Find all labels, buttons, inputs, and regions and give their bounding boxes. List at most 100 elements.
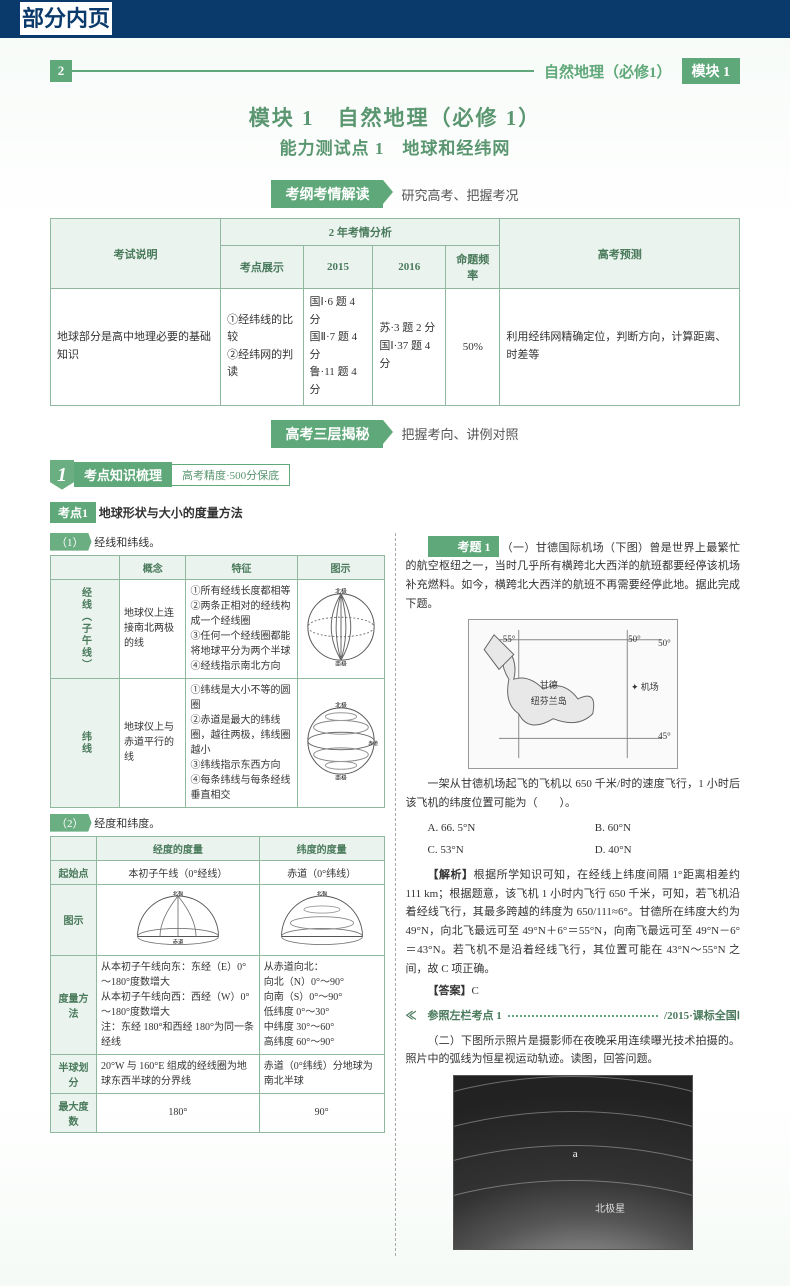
svg-text:北极: 北极 — [335, 702, 347, 709]
th-kd: 考点展示 — [221, 246, 303, 289]
svg-text:赤道: 赤道 — [368, 740, 378, 747]
globe-parallel-fig: 北极南极 赤道 — [297, 678, 384, 807]
table-row: 图示 北极赤道 北极 — [51, 884, 385, 955]
reference-bar: ≪ 参照左栏考点 1 /2015·课标全国Ⅰ — [406, 1007, 741, 1026]
th-forecast: 高考预测 — [500, 219, 740, 289]
step1: （1） — [50, 533, 92, 551]
banner-title: 部分内页 — [20, 2, 112, 35]
th-2016: 2016 — [373, 246, 446, 289]
rh-fig: 图示 — [51, 884, 97, 955]
map-lng-r: 50° — [628, 632, 641, 647]
step2-t: 经度和纬度。 — [94, 818, 160, 830]
step2: （2） — [50, 814, 92, 832]
section2-sub: 把握考向、讲例对照 — [401, 424, 518, 443]
th-feature: 特征 — [186, 555, 297, 579]
rh-hemi: 半球划分 — [51, 1054, 97, 1093]
table-row: 半球划分 20°W 与 160°E 组成的经线圈为地球东西半球的分界线 赤道（0… — [51, 1054, 385, 1093]
td-feat1: ①所有经线长度都相等 ②两条正相对的经线构成一个经线圈 ③任何一个经线圈都能将地… — [186, 579, 297, 678]
table-row: 最大度数 180° 90° — [51, 1093, 385, 1132]
td-hemi-lat: 赤道（0°纬线）分地球为南北半球 — [259, 1054, 384, 1093]
ex1-part2: （二）下图所示照片是摄影师在夜晚采用连续曝光技术拍摄的。照片中的弧线为恒星视运动… — [406, 1032, 741, 1069]
step1-t: 经线和纬线。 — [94, 537, 160, 549]
map-lng-l: 55° — [503, 632, 516, 647]
table-row: 度量方法 从本初子午线向东：东经（E）0°～180°度数增大 从本初子午线向西：… — [51, 955, 385, 1054]
flag-num: 1 — [50, 460, 74, 490]
td-feat2: ①纬线是大小不等的圆圈 ②赤道是最大的纬线圈，越往两极，纬线圈越小 ③纬线指示东… — [186, 678, 297, 807]
page-number: 2 — [50, 60, 72, 82]
rh-max: 最大度数 — [51, 1093, 97, 1132]
td-method-lat: 从赤道向北： 向北（N）0°～90° 向南（S）0°～90° 低纬度 0°～30… — [259, 955, 384, 1054]
svg-text:南极: 南极 — [335, 660, 347, 666]
table-row: 地球部分是高中地理必要的基础知识 ①经纬线的比较 ②经纬网的判读 国Ⅰ·6 题 … — [51, 289, 740, 406]
map-figure: 55° 50° 50° 45° 甘德 纽芬兰岛 ✦ 机场 — [468, 619, 678, 769]
td-desc: 地球部分是高中地理必要的基础知识 — [51, 289, 221, 406]
ana-head: 【解析】 — [428, 869, 474, 881]
th-freq: 命题频率 — [446, 246, 500, 289]
svg-text:北极: 北极 — [172, 891, 183, 897]
ans-head: 【答案】 — [428, 985, 472, 997]
main-title: 模块 1 自然地理（必修 1） — [50, 102, 740, 132]
th-lng: 经度的度量 — [97, 836, 260, 860]
header-module: 模块 1 — [682, 58, 741, 84]
th-fig: 图示 — [297, 555, 384, 579]
map-airport: ✦ 机场 — [631, 680, 659, 695]
td-start-lng: 本初子午线（0°经线） — [97, 860, 260, 884]
td-freq: 50% — [446, 289, 500, 406]
flag-bar: 1 考点知识梳理 高考精度·500分保底 — [50, 460, 740, 490]
opt-c: C. 53°N — [406, 839, 573, 862]
globe-meridian-fig: 北极南极 — [297, 579, 384, 678]
svg-text:赤道: 赤道 — [172, 937, 183, 945]
section1-pill: 考纲考情解读 — [271, 180, 383, 208]
section2-pill: 高考三层揭秘 — [271, 420, 383, 448]
td-concept2: 地球仪上与赤道平行的线 — [120, 678, 186, 807]
table-row: 起始点 本初子午线（0°经线） 赤道（0°纬线） — [51, 860, 385, 884]
ex1-question: 一架从甘德机场起飞的飞机以 650 千米/时的速度飞行，1 小时后该飞机的纬度位… — [406, 775, 741, 812]
flag-text: 考点知识梳理 — [74, 462, 172, 487]
side-meridian: 经线（子午线） — [51, 579, 120, 678]
th-exam-desc: 考试说明 — [51, 219, 221, 289]
td-max-lat: 90° — [259, 1093, 384, 1132]
ref-right: /2015·课标全国Ⅰ — [664, 1007, 740, 1026]
ana-text: 根据所学知识可知，在经线上纬度间隔 1°距离相差约 111 km；根据题意，该飞… — [406, 869, 741, 974]
rh-start: 起始点 — [51, 860, 97, 884]
ref-dots — [508, 1015, 658, 1017]
lng-lat-table: 经度的度量 纬度的度量 起始点 本初子午线（0°经线） 赤道（0°纬线） 图示 … — [50, 836, 385, 1133]
polaris-label: 北极星 — [595, 1201, 625, 1218]
td-concept1: 地球仪上连接南北两极的线 — [120, 579, 186, 678]
td-hemi-lng: 20°W 与 160°E 组成的经线圈为地球东西半球的分界线 — [97, 1054, 260, 1093]
th-concept: 概念 — [120, 555, 186, 579]
page-content: 2 自然地理（必修1） 模块 1 模块 1 自然地理（必修 1） 能力测试点 1… — [0, 38, 790, 1286]
th-trend2y: 2 年考情分析 — [221, 219, 500, 246]
table-row: 纬线 地球仪上与赤道平行的线 ①纬线是大小不等的圆圈 ②赤道是最大的纬线圈，越往… — [51, 678, 385, 807]
header-rule — [71, 70, 534, 72]
exam-trend-table: 考试说明 2 年考情分析 高考预测 考点展示 2015 2016 命题频率 地球… — [50, 218, 740, 406]
opt-a: A. 66. 5°N — [406, 817, 573, 840]
lng-hemi-fig: 北极赤道 — [97, 884, 260, 955]
th-lat: 纬度的度量 — [259, 836, 384, 860]
right-column: 考题 1 （一）甘德国际机场（下图）曾是世界上最繁忙的航空枢纽之一，当时几乎所有… — [395, 533, 741, 1256]
header-subject: 自然地理（必修1） — [534, 61, 682, 82]
td-kd: ①经纬线的比较 ②经纬网的判读 — [221, 289, 303, 406]
td-2016: 苏·3 题 2 分 国Ⅰ·37 题 4 分 — [373, 289, 446, 406]
sub-title: 能力测试点 1 地球和经纬网 — [50, 132, 740, 166]
page-header: 2 自然地理（必修1） 模块 1 — [50, 58, 740, 84]
meridian-parallel-table: 概念 特征 图示 经线（子午线） 地球仪上连接南北两极的线 ①所有经线长度都相等… — [50, 555, 385, 808]
map-lat-s: 45° — [658, 729, 671, 744]
td-2015: 国Ⅰ·6 题 4 分 国Ⅱ·7 题 4 分 鲁·11 题 4 分 — [303, 289, 373, 406]
table-row: 经线（子午线） 地球仪上连接南北两极的线 ①所有经线长度都相等 ②两条正相对的经… — [51, 579, 385, 678]
opt-d: D. 40°N — [573, 839, 740, 862]
map-place: 甘德 纽芬兰岛 — [531, 678, 567, 709]
td-forecast: 利用经纬网精确定位，判断方向，计算距离、时差等 — [500, 289, 740, 406]
svg-text:南极: 南极 — [335, 774, 347, 780]
th-2015: 2015 — [303, 246, 373, 289]
flag-sub: 高考精度·500分保底 — [171, 464, 290, 486]
td-method-lng: 从本初子午线向东：东经（E）0°～180°度数增大 从本初子午线向西：西经（W）… — [97, 955, 260, 1054]
section1-sub: 研究高考、把握考况 — [401, 185, 518, 204]
map-lat-n: 50° — [658, 636, 671, 651]
star-trail-photo: 北极星 a — [453, 1075, 693, 1250]
side-parallel: 纬线 — [51, 678, 120, 807]
kd1-title: 地球形状与大小的度量方法 — [99, 506, 243, 520]
ref-left: ≪ 参照左栏考点 1 — [406, 1007, 502, 1026]
svg-text:北极: 北极 — [316, 891, 327, 897]
ans-text: C — [472, 985, 479, 997]
